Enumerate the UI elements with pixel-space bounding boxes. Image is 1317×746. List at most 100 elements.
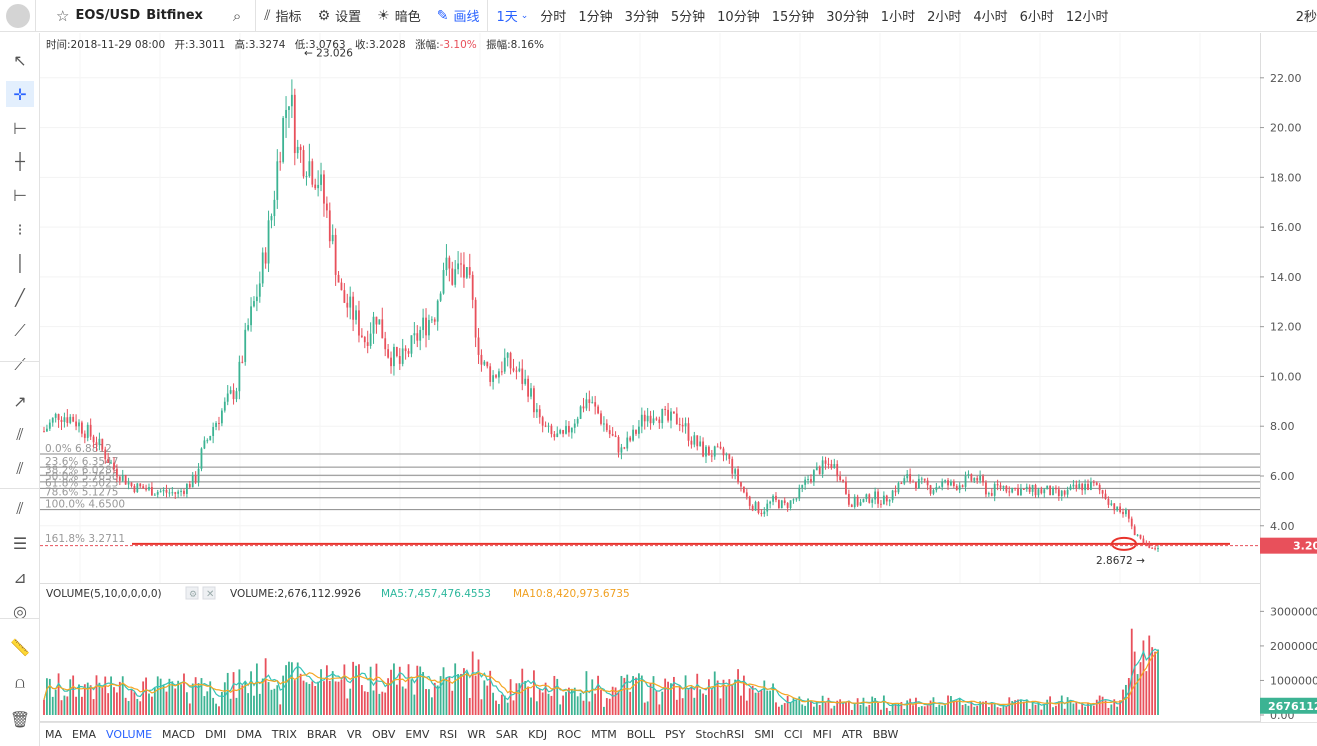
indicator-tab[interactable]: VR <box>346 728 362 741</box>
indicator-tab[interactable]: WR <box>467 728 486 741</box>
volume-bar <box>293 680 296 715</box>
candle <box>78 422 80 427</box>
indicator-tab[interactable]: RSI <box>439 728 458 741</box>
fib-retracement-icon[interactable]: ☰ <box>12 533 28 553</box>
interval-option[interactable]: 分时 <box>540 10 567 25</box>
interval-option[interactable]: 4小时 <box>973 10 1008 25</box>
draw-button[interactable]: ✎ 画线 <box>429 0 488 32</box>
volume-bar <box>75 696 77 715</box>
cursor-icon[interactable]: ↖ <box>13 50 27 70</box>
indicator-tab[interactable]: MACD <box>162 728 196 741</box>
horizontal-segment-icon[interactable]: ⊢ <box>13 185 27 205</box>
indicator-tab[interactable]: BOLL <box>626 728 656 741</box>
candle <box>69 416 72 423</box>
horizontal-line-icon[interactable]: ┼ <box>15 151 25 171</box>
interval-option[interactable]: 3分钟 <box>624 10 659 25</box>
interval-option[interactable]: 15分钟 <box>771 10 815 25</box>
indicator-tab[interactable]: EMA <box>72 728 96 741</box>
price-axis[interactable]: 22.00 20.00 18.00 16.00 14.00 12.00 10.00 8.00 6… <box>1260 33 1317 722</box>
interval-option[interactable]: 1小时 <box>880 10 916 25</box>
indicator-tab[interactable]: MTM <box>591 728 617 741</box>
candle <box>177 491 180 494</box>
volume-bar <box>967 705 970 715</box>
volume-bar <box>664 678 667 715</box>
price-tick-label: 16.00 <box>1270 221 1302 234</box>
interval-option[interactable]: 10分钟 <box>717 10 760 25</box>
indicator-tab[interactable]: SMI <box>754 728 775 741</box>
trend-line-icon[interactable]: ╱ <box>15 287 25 307</box>
search-button[interactable]: ⌕ <box>213 0 255 32</box>
indicator-tab[interactable]: TRIX <box>271 728 297 741</box>
indicator-tab[interactable]: BRAR <box>306 728 337 741</box>
close-icon[interactable] <box>202 586 216 600</box>
indicator-tab[interactable]: SAR <box>495 728 519 741</box>
volume-bar <box>673 676 675 715</box>
volume-bar <box>544 682 547 715</box>
indicator-tab[interactable]: DMI <box>205 728 227 741</box>
candle <box>1037 489 1040 496</box>
extended-line-icon[interactable]: ⟋ <box>14 355 26 374</box>
indicator-tab[interactable]: ROC <box>557 728 582 741</box>
interval-option[interactable]: 1分钟 <box>578 10 613 25</box>
magnet-icon[interactable]: ⩍ <box>14 673 26 692</box>
app-logo[interactable] <box>0 0 36 32</box>
indicator-tab[interactable]: KDJ <box>528 728 548 741</box>
ray-icon[interactable]: ⟋ <box>14 321 26 340</box>
volume-bar <box>693 697 696 715</box>
candle <box>909 474 912 482</box>
volume-bar <box>629 691 632 715</box>
indicator-tab[interactable]: CCI <box>784 728 803 741</box>
volume-bar <box>999 707 1002 715</box>
symbol-name: EOS/USD <box>75 8 141 23</box>
star-icon[interactable]: ☆ <box>56 6 70 25</box>
arrow-line-icon[interactable]: ↗ <box>13 391 27 411</box>
fib-fan-icon[interactable]: ⊿ <box>13 567 27 587</box>
volume-bar <box>116 692 118 715</box>
indicator-tab[interactable]: EMV <box>405 728 430 741</box>
ma5-value: MA5:7,457,476.4553 <box>381 588 491 600</box>
volume-bar <box>343 664 346 715</box>
interval-option[interactable]: 2小时 <box>927 10 962 25</box>
indicator-tab[interactable]: OBV <box>372 728 396 741</box>
volume-bar <box>454 663 457 715</box>
candle <box>874 491 877 500</box>
indicator-tab[interactable]: StochRSI <box>695 728 745 741</box>
ruler-icon[interactable]: 📏 <box>10 637 30 657</box>
interval-option[interactable]: 5分钟 <box>670 10 706 25</box>
settings-button[interactable]: ⚙ 设置 <box>310 0 370 32</box>
parallel-channel-icon[interactable]: ⫽ <box>16 425 24 444</box>
interval-dropdown[interactable]: 1天 ⌄ <box>488 0 534 32</box>
candle <box>600 413 602 424</box>
indicator-tab[interactable]: VOLUME <box>105 728 153 741</box>
volume-bar <box>1028 708 1031 715</box>
candle <box>652 418 655 424</box>
horizontal-ray-icon[interactable]: ⊢ <box>13 118 27 138</box>
candle <box>98 438 101 445</box>
indicator-tab[interactable]: PSY <box>665 728 686 741</box>
symbol-selector[interactable]: ☆ EOS/USD Bitfinex <box>36 7 213 25</box>
volume-bar <box>565 691 567 715</box>
interval-option[interactable]: 12小时 <box>1065 10 1109 25</box>
pitchfork-icon[interactable]: ⫽ <box>16 459 24 478</box>
volume-bar <box>398 666 401 715</box>
vertical-line-icon[interactable]: │ <box>15 253 25 273</box>
interval-option[interactable]: 6小时 <box>1019 10 1054 25</box>
dark-mode-button[interactable]: ☀ 暗色 <box>369 0 429 32</box>
indicator-tab[interactable]: MFI <box>812 728 832 741</box>
indicator-tab[interactable]: ATR <box>841 728 863 741</box>
price-range-icon[interactable]: ⁝ <box>17 219 23 239</box>
regression-icon[interactable]: ⫽ <box>16 499 24 518</box>
indicators-button[interactable]: ⫽ 指标 <box>256 0 309 32</box>
crosshair-icon[interactable]: ✛ <box>6 81 34 107</box>
fib-circle-icon[interactable]: ◎ <box>13 601 27 621</box>
indicator-tab[interactable]: MA <box>45 728 63 741</box>
interval-option[interactable]: 30分钟 <box>826 10 869 25</box>
trash-icon[interactable]: 🗑 <box>9 709 31 729</box>
close-label: 收: <box>355 38 369 51</box>
indicator-tab[interactable]: BBW <box>872 728 899 741</box>
indicator-tab[interactable]: DMA <box>236 728 262 741</box>
settings-icon[interactable] <box>185 586 199 600</box>
